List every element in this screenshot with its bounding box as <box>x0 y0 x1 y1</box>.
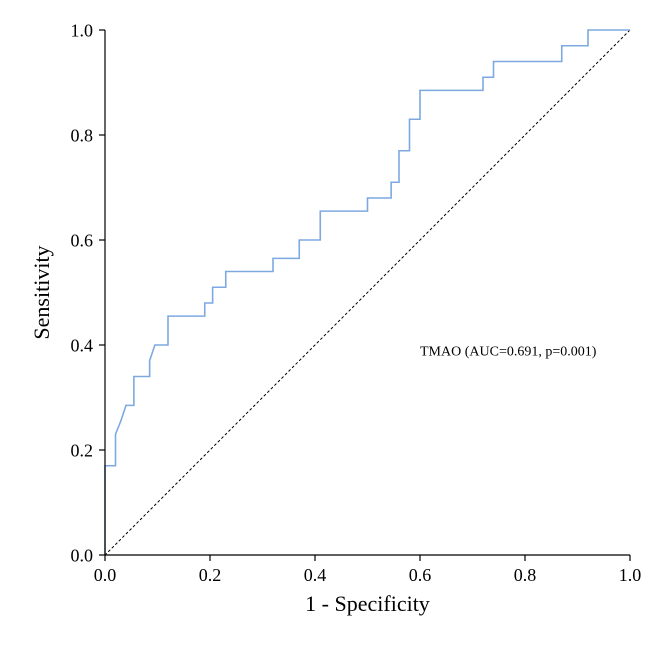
svg-text:0.6: 0.6 <box>71 230 94 250</box>
svg-text:TMAO (AUC=0.691, p=0.001): TMAO (AUC=0.691, p=0.001) <box>420 345 597 360</box>
svg-text:0.8: 0.8 <box>514 565 537 585</box>
svg-text:0.6: 0.6 <box>409 565 432 585</box>
svg-text:1 - Specificity: 1 - Specificity <box>305 591 430 616</box>
svg-text:0.4: 0.4 <box>71 335 94 355</box>
svg-text:0.2: 0.2 <box>199 565 222 585</box>
svg-text:1.0: 1.0 <box>619 565 642 585</box>
svg-text:0.2: 0.2 <box>71 440 94 460</box>
svg-text:1.0: 1.0 <box>71 20 94 40</box>
svg-text:0.4: 0.4 <box>304 565 327 585</box>
roc-chart: 0.0 0.2 0.4 0.6 0.8 1.0 0.0 0.2 0.4 0.6 0.8 1.0 1 - … <box>0 0 662 653</box>
svg-text:Sensitivity: Sensitivity <box>29 245 54 339</box>
roc-chart-svg: 0.0 0.2 0.4 0.6 0.8 1.0 0.0 0.2 0.4 0.6 0.8 1.0 1 - … <box>0 0 662 653</box>
svg-text:0.8: 0.8 <box>71 125 94 145</box>
svg-text:0.0: 0.0 <box>94 565 117 585</box>
svg-text:0.0: 0.0 <box>71 545 94 565</box>
